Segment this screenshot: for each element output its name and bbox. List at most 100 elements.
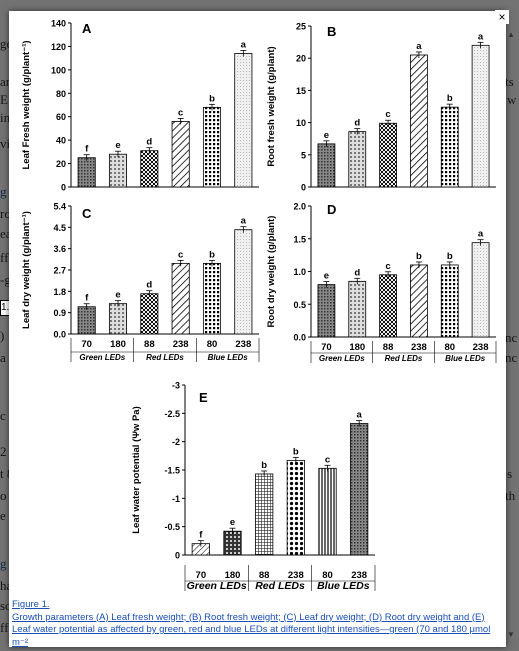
- bar: [348, 131, 367, 188]
- significance-letter: b: [293, 446, 299, 457]
- significance-letter: d: [146, 280, 152, 291]
- significance-letter: d: [354, 118, 360, 129]
- y-tick-label: 5: [301, 150, 306, 160]
- x-tick-label: 80: [322, 570, 333, 581]
- panel-letter: C: [82, 206, 92, 221]
- figure-caption-label[interactable]: Figure 1.: [12, 599, 50, 610]
- significance-letter: e: [324, 271, 329, 282]
- x-tick-label: 88: [144, 339, 155, 350]
- y-tick-label: 80: [56, 89, 66, 99]
- y-tick-label: 0.0: [53, 330, 66, 340]
- bar: [140, 293, 159, 335]
- significance-letter: e: [324, 130, 329, 141]
- y-tick-label: -1.5: [164, 466, 180, 476]
- x-tick-label: 180: [110, 339, 126, 350]
- x-tick-label: 238: [173, 339, 189, 350]
- bar: [202, 262, 222, 335]
- y-axis-label: Root fresh weight (g/plant): [266, 46, 277, 166]
- y-tick-label: 100: [51, 65, 66, 75]
- y-tick-label: 0.5: [293, 300, 306, 310]
- significance-letter: e: [115, 140, 120, 151]
- group-label: Red LEDs: [255, 580, 305, 592]
- significance-letter: a: [241, 39, 247, 50]
- group-label: Blue LEDs: [317, 580, 370, 592]
- panel-letter: E: [199, 390, 208, 405]
- bar: [234, 53, 253, 188]
- y-tick-label: 0.0: [293, 333, 306, 343]
- bar: [471, 242, 490, 338]
- significance-letter: b: [447, 93, 453, 104]
- significance-letter: d: [354, 267, 360, 278]
- significance-letter: b: [447, 251, 453, 262]
- y-tick-label: 60: [56, 112, 66, 122]
- x-tick-label: 238: [351, 570, 367, 581]
- y-axis-label: Leaf Fresh weight (g/plant⁻¹): [21, 40, 32, 169]
- y-tick-label: 3.6: [53, 244, 66, 254]
- x-tick-label: 70: [196, 570, 207, 581]
- figure-modal: 0 20 40 60 80 100 120 140 A Leaf Fresh weight (g/…: [9, 11, 506, 647]
- group-label: Blue LEDs: [208, 353, 249, 362]
- y-tick-label: -0.5: [164, 522, 180, 532]
- y-tick-label: 1.0: [293, 267, 306, 277]
- bar: [255, 473, 274, 556]
- bar: [202, 106, 222, 188]
- y-tick-label: 2.7: [53, 266, 66, 276]
- significance-letter: c: [178, 249, 183, 260]
- significance-letter: b: [261, 460, 267, 471]
- group-label: Green LEDs: [187, 580, 247, 592]
- bar: [223, 530, 242, 556]
- x-tick-label: 238: [473, 342, 489, 353]
- y-tick-label: 140: [51, 19, 66, 29]
- bar: [410, 54, 428, 188]
- significance-letter: c: [325, 454, 330, 465]
- y-tick-label: 2.0: [293, 202, 306, 212]
- y-tick-label: 120: [51, 42, 66, 52]
- panel-letter: D: [327, 202, 336, 217]
- significance-letter: c: [178, 107, 183, 118]
- x-tick-label: 238: [235, 339, 251, 350]
- y-tick-label: 10: [296, 118, 306, 128]
- significance-letter: f: [199, 530, 203, 541]
- panel-letter: A: [82, 21, 92, 36]
- y-axis-label: Root dry weight (g/plant): [266, 216, 277, 328]
- significance-letter: e: [115, 290, 120, 301]
- scroll-up-icon[interactable]: ▲: [507, 30, 515, 39]
- bar: [348, 280, 367, 338]
- significance-letter: b: [209, 249, 215, 260]
- y-tick-label: -2: [172, 437, 180, 447]
- y-axis-label: Leaf water potential (Ψw Pa): [131, 406, 142, 534]
- significance-letter: c: [385, 109, 390, 120]
- y-tick-label: 1.5: [293, 234, 306, 244]
- y-tick-label: 25: [296, 22, 306, 32]
- significance-letter: a: [357, 410, 363, 421]
- bar: [77, 157, 96, 188]
- group-label: Red LEDs: [146, 353, 184, 362]
- scroll-down-icon[interactable]: ▼: [507, 630, 515, 639]
- significance-letter: f: [85, 293, 89, 304]
- bar: [286, 459, 305, 556]
- y-tick-label: 0: [175, 551, 180, 561]
- significance-letter: e: [230, 517, 235, 528]
- y-tick-label: 0: [61, 183, 66, 193]
- close-icon[interactable]: ×: [495, 10, 509, 24]
- bar: [171, 262, 190, 335]
- y-tick-label: 0: [301, 183, 306, 193]
- x-tick-label: 238: [411, 342, 427, 353]
- bar: [379, 122, 397, 188]
- y-axis-label: Leaf dry weight (g/plant⁻¹): [21, 211, 32, 329]
- group-label: Red LEDs: [385, 354, 423, 363]
- y-tick-label: -1: [172, 494, 180, 504]
- group-label: Green LEDs: [319, 354, 365, 363]
- x-tick-label: 70: [321, 342, 332, 353]
- group-label: Green LEDs: [79, 353, 125, 362]
- bar: [140, 150, 159, 188]
- bar: [108, 303, 128, 335]
- significance-letter: a: [241, 216, 247, 227]
- figure-caption-text[interactable]: Growth parameters (A) Leaf fresh weight;…: [12, 611, 491, 648]
- x-tick-label: 238: [288, 570, 304, 581]
- bar: [379, 274, 397, 338]
- bar: [471, 44, 490, 188]
- x-tick-label: 180: [349, 342, 365, 353]
- bar: [108, 153, 128, 188]
